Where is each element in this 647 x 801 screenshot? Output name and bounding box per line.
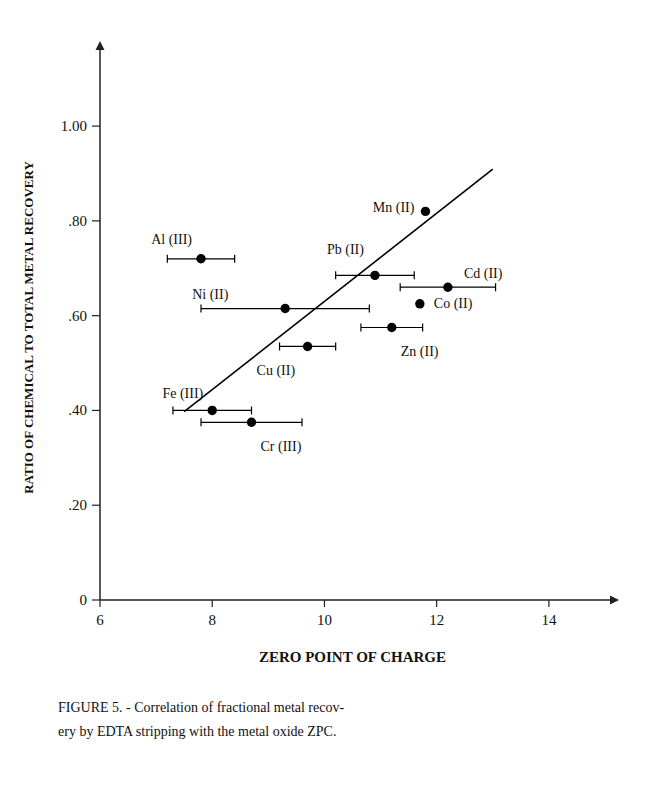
data-point [280,304,289,313]
data-point [303,342,312,351]
trend-line [184,169,493,411]
caption: ery by EDTA stripping with the metal oxi… [58,724,336,739]
y-tick [92,220,100,221]
error-bar [167,255,234,263]
y-tick-label: 0 [80,592,88,608]
y-tick [92,315,100,316]
data-point [421,207,430,216]
error-bar [173,406,252,414]
point-label: Cu (II) [257,363,296,379]
x-tick [548,600,549,607]
point-labels: Al (III) Fe (III) Cr (III) Ni (II) Cu (II) Pb… [151,200,503,455]
x-axis-arrow [610,596,619,605]
data-point [370,271,379,280]
point-label: Zn (II) [401,344,439,360]
point-label: Cr (III) [261,439,302,455]
x-axis-line [100,599,617,601]
chart: 6 8 10 12 14 0 .20 .40 .60 .80 1.00 ZERO POINT OF C… [0,0,647,801]
point-label: Al (III) [151,232,192,248]
x-tick-label: 10 [317,612,332,628]
point-label: Cd (II) [464,266,503,282]
y-tick-label: .20 [68,497,87,513]
x-tick-label: 12 [429,612,444,628]
point-label: Ni (II) [192,287,228,303]
data-point [415,299,424,308]
data-point [387,323,396,332]
data-point [196,254,205,263]
error-bar [201,305,369,313]
point-label: Fe (III) [162,386,203,402]
data-point [247,418,256,427]
y-tick-label: .60 [68,308,87,324]
data-point [443,283,452,292]
y-axis-arrow [96,41,105,50]
y-tick [92,599,100,600]
caption: FIGURE 5. - Correlation of fractional me… [58,700,344,715]
x-tick-label: 8 [208,612,216,628]
error-bar [280,342,336,350]
y-tick-label: .80 [68,213,87,229]
error-bar [201,418,302,426]
point-label: Mn (II) [373,200,415,216]
y-tick [92,125,100,126]
y-axis-label: RATIO OF CHEMICAL TO TOTAL METAL RECOVER… [21,161,36,494]
plot-area [167,169,495,427]
error-bar [361,324,423,332]
x-tick [212,600,213,607]
point-label: Pb (II) [327,242,364,258]
y-tick-label: .40 [68,402,87,418]
x-tick-label: 14 [541,612,557,628]
error-bar [400,283,495,291]
x-tick [436,600,437,607]
y-tick [92,410,100,411]
y-tick-label: 1.00 [61,118,87,134]
point-label: Co (II) [434,296,473,312]
x-axis-label: ZERO POINT OF CHARGE [259,649,446,665]
x-tick [324,600,325,607]
x-tick [99,600,100,607]
error-bar [336,271,415,279]
data-point [208,406,217,415]
x-tick-label: 6 [96,612,104,628]
y-tick [92,505,100,506]
